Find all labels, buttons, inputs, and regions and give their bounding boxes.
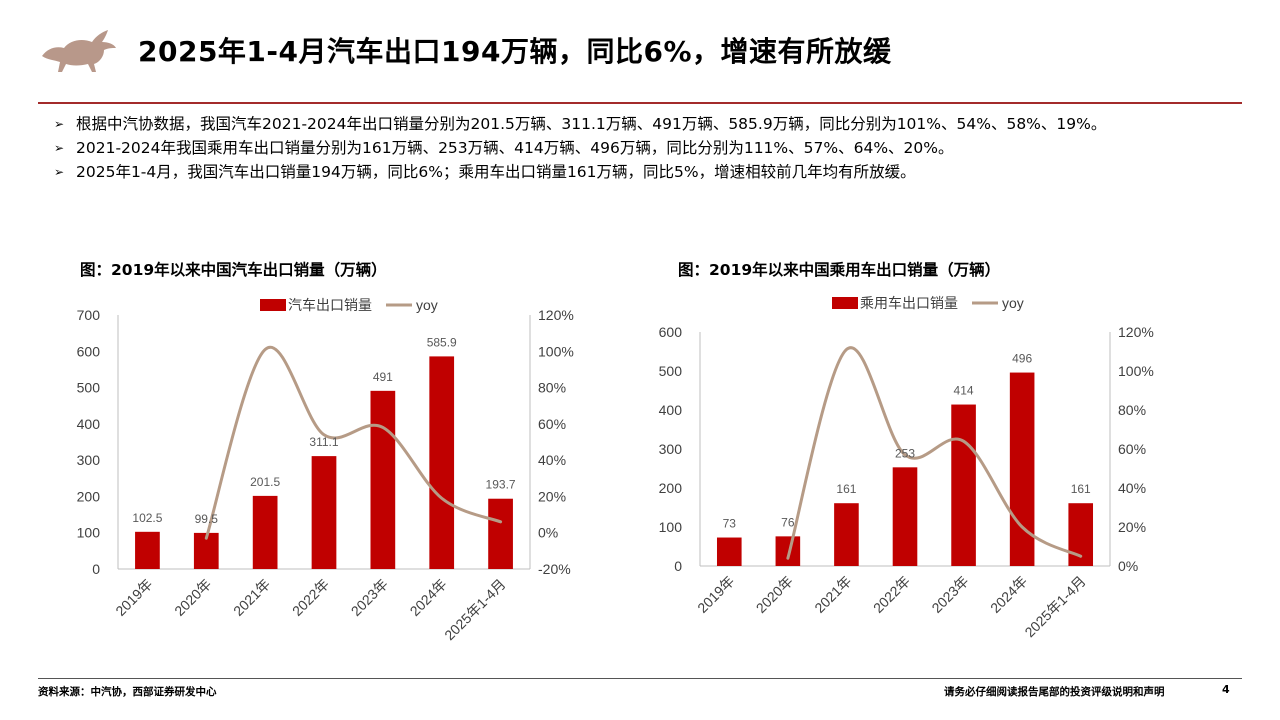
y-left-tick-label: 400 — [659, 402, 683, 418]
bar-data-label: 311.1 — [309, 435, 338, 449]
y-left-tick-label: 100 — [659, 519, 683, 535]
bullet-item: ➢ 根据中汽协数据，我国汽车2021-2024年出口销量分别为201.5万辆、31… — [54, 112, 1106, 136]
y-left-tick-label: 300 — [77, 452, 101, 468]
y-right-tick-label: -20% — [538, 561, 571, 577]
x-tick-label: 2025年1-4月 — [1021, 573, 1088, 640]
y-right-tick-label: 60% — [538, 416, 566, 432]
chart-1-title: 图：2019年以来中国汽车出口销量（万辆） — [80, 261, 387, 279]
x-tick-label: 2019年 — [694, 573, 737, 616]
bar-data-label: 99.5 — [195, 512, 219, 526]
y-left-tick-label: 600 — [77, 343, 101, 359]
disclaimer-note: 请务必仔细阅读报告尾部的投资评级说明和声明 — [944, 686, 1165, 698]
footer-divider — [38, 678, 1242, 679]
bar — [135, 531, 160, 569]
bar — [716, 537, 742, 566]
legend-bar-swatch — [260, 299, 286, 311]
bar-data-label: 414 — [954, 384, 974, 398]
y-left-tick-label: 0 — [674, 558, 682, 574]
y-right-tick-label: 20% — [1118, 519, 1146, 535]
legend-line-label: yoy — [1002, 295, 1024, 311]
y-left-tick-label: 100 — [77, 525, 101, 541]
bar — [951, 404, 976, 566]
y-left-tick-label: 700 — [77, 307, 101, 323]
legend-bar-swatch — [832, 297, 858, 309]
bar — [311, 456, 337, 569]
page-title: 2025年1-4月汽车出口194万辆，同比6%，增速有所放缓 — [138, 35, 892, 68]
y-right-tick-label: 20% — [538, 488, 566, 504]
y-left-tick-label: 300 — [659, 441, 683, 457]
title-divider — [38, 102, 1242, 104]
chart-2-title: 图：2019年以来中国乘用车出口销量（万辆） — [678, 261, 1001, 279]
bullet-text: 2025年1-4月，我国汽车出口销量194万辆，同比6%；乘用车出口销量161万… — [76, 163, 916, 181]
bullet-item: ➢ 2021-2024年我国乘用车出口销量分别为161万辆、253万辆、414万辆… — [54, 136, 1106, 160]
legend-bar-label: 乘用车出口销量 — [860, 295, 958, 311]
source-note: 资料来源：中汽协，西部证券研发中心 — [38, 686, 217, 698]
yoy-line — [786, 346, 1083, 560]
bar-data-label: 161 — [836, 482, 856, 496]
x-tick-label: 2020年 — [753, 573, 796, 616]
y-left-tick-label: 200 — [659, 480, 683, 496]
bar — [252, 495, 278, 569]
bar-data-label: 253 — [895, 446, 915, 460]
yoy-line — [204, 345, 503, 540]
y-right-tick-label: 120% — [538, 307, 574, 323]
bar-data-label: 585.9 — [427, 335, 457, 349]
legend-line-label: yoy — [416, 297, 438, 313]
x-tick-label: 2021年 — [811, 573, 854, 616]
page-number: 4 — [1222, 683, 1230, 696]
bar-data-label: 76 — [781, 515, 795, 529]
bullet-text: 根据中汽协数据，我国汽车2021-2024年出口销量分别为201.5万辆、311… — [76, 115, 1107, 133]
y-right-tick-label: 60% — [1118, 441, 1146, 457]
bar — [429, 356, 455, 569]
bar-data-label: 102.5 — [132, 511, 162, 525]
y-left-tick-label: 600 — [659, 324, 683, 340]
y-left-tick-label: 400 — [77, 416, 101, 432]
y-right-tick-label: 100% — [538, 343, 574, 359]
bull-logo-icon — [42, 30, 116, 72]
arrow-bullet-icon: ➢ — [54, 117, 65, 131]
arrow-bullet-icon: ➢ — [54, 141, 65, 155]
y-left-tick-label: 500 — [659, 363, 683, 379]
bar — [892, 467, 918, 566]
y-right-tick-label: 0% — [1118, 558, 1138, 574]
y-right-tick-label: 40% — [538, 452, 566, 468]
bullet-item: ➢ 2025年1-4月，我国汽车出口销量194万辆，同比6%；乘用车出口销量161… — [54, 160, 1106, 184]
bar — [775, 536, 801, 566]
bar-data-label: 496 — [1012, 352, 1032, 366]
x-tick-label: 2023年 — [928, 573, 971, 616]
x-tick-label: 2024年 — [987, 573, 1030, 616]
y-left-tick-label: 200 — [77, 488, 101, 504]
bar — [1009, 372, 1035, 566]
bar-data-label: 193.7 — [486, 478, 516, 492]
arrow-bullet-icon: ➢ — [54, 165, 65, 179]
x-tick-label: 2022年 — [870, 573, 913, 616]
summary-bullets: ➢ 根据中汽协数据，我国汽车2021-2024年出口销量分别为201.5万辆、31… — [54, 112, 1106, 184]
y-right-tick-label: 80% — [1118, 402, 1146, 418]
bar — [834, 503, 859, 566]
bar-data-label: 161 — [1071, 482, 1091, 496]
y-right-tick-label: 0% — [538, 525, 558, 541]
y-right-tick-label: 100% — [1118, 363, 1154, 379]
bullet-text: 2021-2024年我国乘用车出口销量分别为161万辆、253万辆、414万辆、… — [76, 139, 954, 157]
y-right-tick-label: 40% — [1118, 480, 1146, 496]
bar-data-label: 201.5 — [250, 475, 280, 489]
bar-data-label: 491 — [373, 370, 393, 384]
y-left-tick-label: 0 — [92, 561, 100, 577]
y-right-tick-label: 80% — [538, 380, 566, 396]
bar — [370, 390, 396, 569]
bar — [488, 498, 513, 569]
bar-data-label: 73 — [723, 517, 737, 531]
legend-bar-label: 汽车出口销量 — [288, 297, 372, 313]
y-left-tick-label: 500 — [77, 380, 101, 396]
y-right-tick-label: 120% — [1118, 324, 1154, 340]
